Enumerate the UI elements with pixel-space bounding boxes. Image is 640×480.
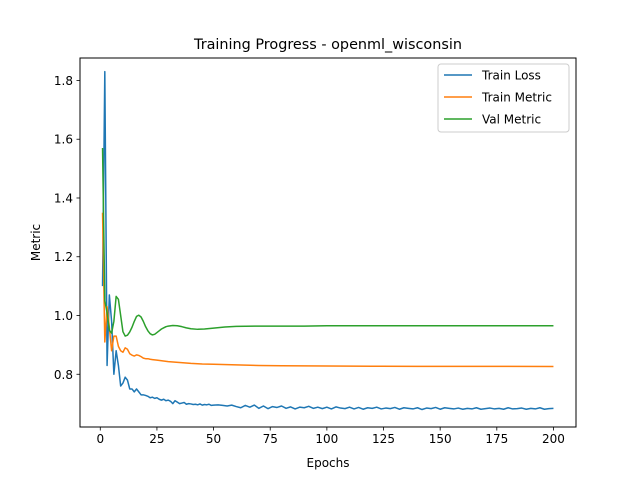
legend-label-0: Train Loss — [481, 69, 541, 83]
x-tick-label: 100 — [315, 432, 338, 446]
x-tick-label: 175 — [485, 432, 508, 446]
plot-frame — [79, 57, 577, 428]
y-axis-label: Metric — [29, 224, 43, 261]
y-tick-label: 1.0 — [54, 309, 73, 323]
x-tick-label: 75 — [263, 432, 278, 446]
y-tick-label: 1.4 — [54, 191, 73, 205]
chart-title: Training Progress - openml_wisconsin — [193, 37, 462, 53]
y-tick-label: 0.8 — [54, 368, 73, 382]
legend-label-1: Train Metric — [481, 91, 552, 105]
x-tick-label: 125 — [372, 432, 395, 446]
series-line-2 — [101, 148, 554, 337]
x-tick-label: 25 — [149, 432, 164, 446]
y-axis-ticks: 0.8 1.0 1.2 1.4 1.6 1.8 — [54, 74, 80, 382]
x-tick-label: 150 — [429, 432, 452, 446]
series-line-1 — [101, 212, 554, 368]
x-tick-label: 0 — [96, 432, 104, 446]
series-lines — [101, 70, 554, 411]
series-line-0 — [101, 70, 554, 411]
x-tick-label: 200 — [542, 432, 565, 446]
legend-box — [437, 63, 570, 133]
y-tick-label: 1.8 — [54, 74, 73, 88]
x-axis-ticks: 0 25 50 75 100 125 150 175 200 — [96, 427, 565, 446]
legend-label-2: Val Metric — [482, 113, 541, 127]
y-tick-label: 1.2 — [54, 250, 73, 264]
x-tick-label: 50 — [206, 432, 221, 446]
legend: Train Loss Train Metric Val Metric — [437, 63, 570, 133]
y-tick-label: 1.6 — [54, 133, 73, 147]
x-axis-label: Epochs — [307, 456, 350, 470]
